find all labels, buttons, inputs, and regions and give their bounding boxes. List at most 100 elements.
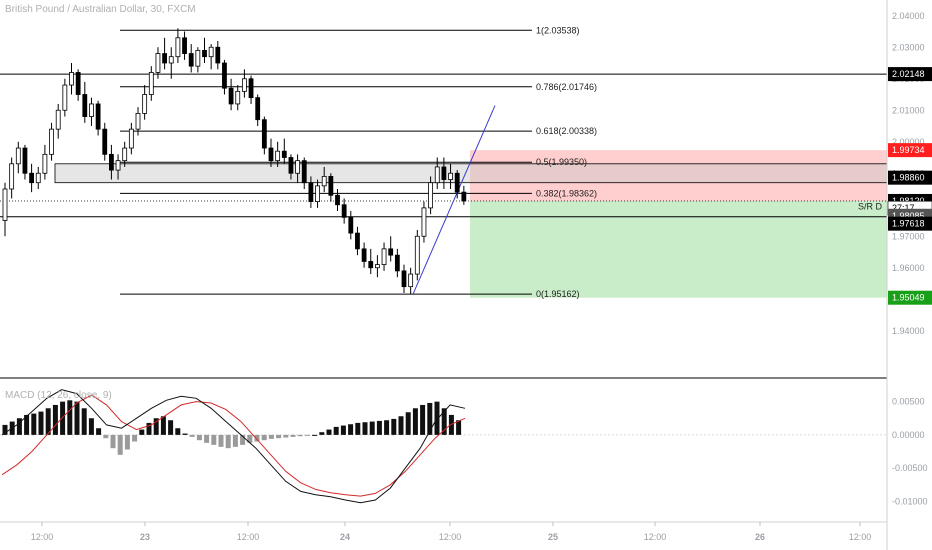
candle-bear bbox=[355, 232, 360, 250]
macd-histogram-bar bbox=[16, 418, 22, 435]
macd-tick-label: 0.00500 bbox=[892, 397, 925, 407]
candle-bear bbox=[394, 254, 400, 272]
price-tag bbox=[888, 170, 932, 185]
candle-bull bbox=[175, 37, 181, 58]
candle-bear bbox=[341, 204, 347, 218]
candle-bear bbox=[102, 128, 108, 155]
price-tag-label: 1.98085 bbox=[892, 211, 925, 221]
price-tag bbox=[888, 216, 932, 231]
candle-bull bbox=[69, 72, 74, 86]
macd-histogram-bar bbox=[412, 408, 418, 435]
candle-bull bbox=[55, 109, 61, 130]
time-tick-label: 26 bbox=[755, 532, 765, 542]
candle-bull bbox=[321, 175, 327, 187]
macd-histogram-bar bbox=[117, 434, 123, 455]
price-tick-label: 2.04000 bbox=[892, 11, 925, 21]
macd-histogram-bar bbox=[434, 401, 440, 435]
candle-bull bbox=[195, 50, 201, 67]
price-tag-label: 27:17 bbox=[892, 203, 915, 213]
candle-bull bbox=[381, 248, 387, 266]
macd-line bbox=[1, 389, 466, 504]
time-tick-label: 12:00 bbox=[237, 532, 260, 542]
candle-bull bbox=[155, 53, 161, 73]
macd-histogram-bar bbox=[74, 401, 80, 435]
fib-level-label: 0.786(2.01746) bbox=[536, 82, 597, 92]
macd-histogram-bar bbox=[290, 434, 296, 437]
candle-bear bbox=[188, 53, 194, 67]
candle-bull bbox=[135, 113, 141, 130]
price-tag-label: 1.99734 bbox=[892, 145, 925, 155]
candle-bull bbox=[168, 56, 174, 64]
price-axis: 2.040002.030002.020002.010002.000001.990… bbox=[887, 11, 932, 506]
macd-histogram-bar bbox=[384, 420, 390, 435]
candle-bear bbox=[228, 87, 234, 105]
candle-bull bbox=[115, 160, 121, 171]
candle-bear bbox=[22, 147, 28, 174]
candle-bull bbox=[128, 128, 134, 149]
candle-bear bbox=[288, 157, 294, 174]
price-tick-label: 1.97000 bbox=[892, 231, 925, 241]
candle-bull bbox=[421, 207, 427, 237]
macd-histogram-bar bbox=[405, 412, 411, 435]
drawn-lines: S/R D 1(2.03538) 0.786(2.01746) 0.618(2.003… bbox=[0, 25, 887, 299]
price-tick-label: 1.96000 bbox=[892, 263, 925, 273]
fib-level-label: 0(1.95162) bbox=[536, 289, 580, 299]
macd-pane bbox=[0, 389, 887, 504]
take-profit-zone[interactable] bbox=[470, 200, 887, 298]
macd-histogram-bar bbox=[319, 432, 325, 435]
candle-bear bbox=[222, 62, 227, 89]
price-tick-label: 2.03000 bbox=[892, 42, 925, 52]
macd-histogram-bar bbox=[139, 429, 145, 435]
candlestick-series bbox=[2, 28, 467, 295]
fib-level-label: 1(2.03538) bbox=[536, 25, 580, 35]
support-zone-box[interactable] bbox=[54, 163, 888, 184]
candle-bear bbox=[248, 78, 254, 99]
macd-histogram-bar bbox=[355, 422, 361, 435]
time-tick-label: 12:00 bbox=[849, 532, 872, 542]
candle-bull bbox=[62, 84, 68, 111]
price-tag-label: 1.98860 bbox=[892, 173, 925, 183]
price-tag bbox=[888, 290, 932, 305]
candle-bear bbox=[348, 216, 354, 234]
trend-line[interactable] bbox=[412, 105, 496, 295]
macd-histogram-bar bbox=[391, 418, 397, 435]
candle-bear bbox=[454, 172, 460, 193]
macd-histogram-bar bbox=[362, 422, 368, 435]
candle-bear bbox=[182, 37, 187, 54]
macd-histogram-bar bbox=[232, 434, 238, 447]
fib-level-label: 0.618(2.00338) bbox=[536, 126, 597, 136]
macd-histogram-bar bbox=[45, 408, 51, 435]
time-tick-label: 12:00 bbox=[644, 532, 667, 542]
macd-histogram-bar bbox=[31, 413, 37, 435]
macd-histogram-bar bbox=[333, 426, 339, 435]
right-axis-background bbox=[887, 0, 932, 550]
candle-bull bbox=[448, 172, 453, 180]
candle-bear bbox=[388, 248, 394, 256]
fib-level-label: 0.5(1.99350) bbox=[536, 157, 587, 167]
candle-bear bbox=[368, 261, 374, 269]
macd-histogram-bar bbox=[369, 421, 375, 435]
candle-bear bbox=[268, 147, 274, 162]
candle-bear bbox=[109, 153, 114, 171]
macd-histogram-bar bbox=[326, 429, 332, 435]
price-tick-label: 2.00000 bbox=[892, 137, 925, 147]
candle-bear bbox=[202, 50, 207, 58]
stop-loss-zone[interactable] bbox=[470, 150, 887, 201]
candle-bull bbox=[2, 188, 8, 221]
macd-histogram-bar bbox=[441, 408, 447, 435]
candle-bear bbox=[75, 72, 81, 95]
macd-histogram-bar bbox=[376, 420, 382, 435]
macd-histogram-bar bbox=[211, 434, 217, 445]
candle-bear bbox=[461, 191, 467, 202]
candle-bull bbox=[148, 72, 154, 95]
candle-bull bbox=[42, 153, 48, 174]
candle-bear bbox=[281, 150, 287, 158]
macd-tick-label: 0.00000 bbox=[892, 430, 925, 440]
macd-histogram-bar bbox=[218, 434, 224, 447]
sr-label: S/R D bbox=[858, 201, 883, 211]
macd-histogram-bar bbox=[261, 434, 267, 441]
time-tick-label: 24 bbox=[340, 532, 350, 542]
candle-bull bbox=[235, 90, 241, 105]
price-tag bbox=[888, 143, 932, 158]
